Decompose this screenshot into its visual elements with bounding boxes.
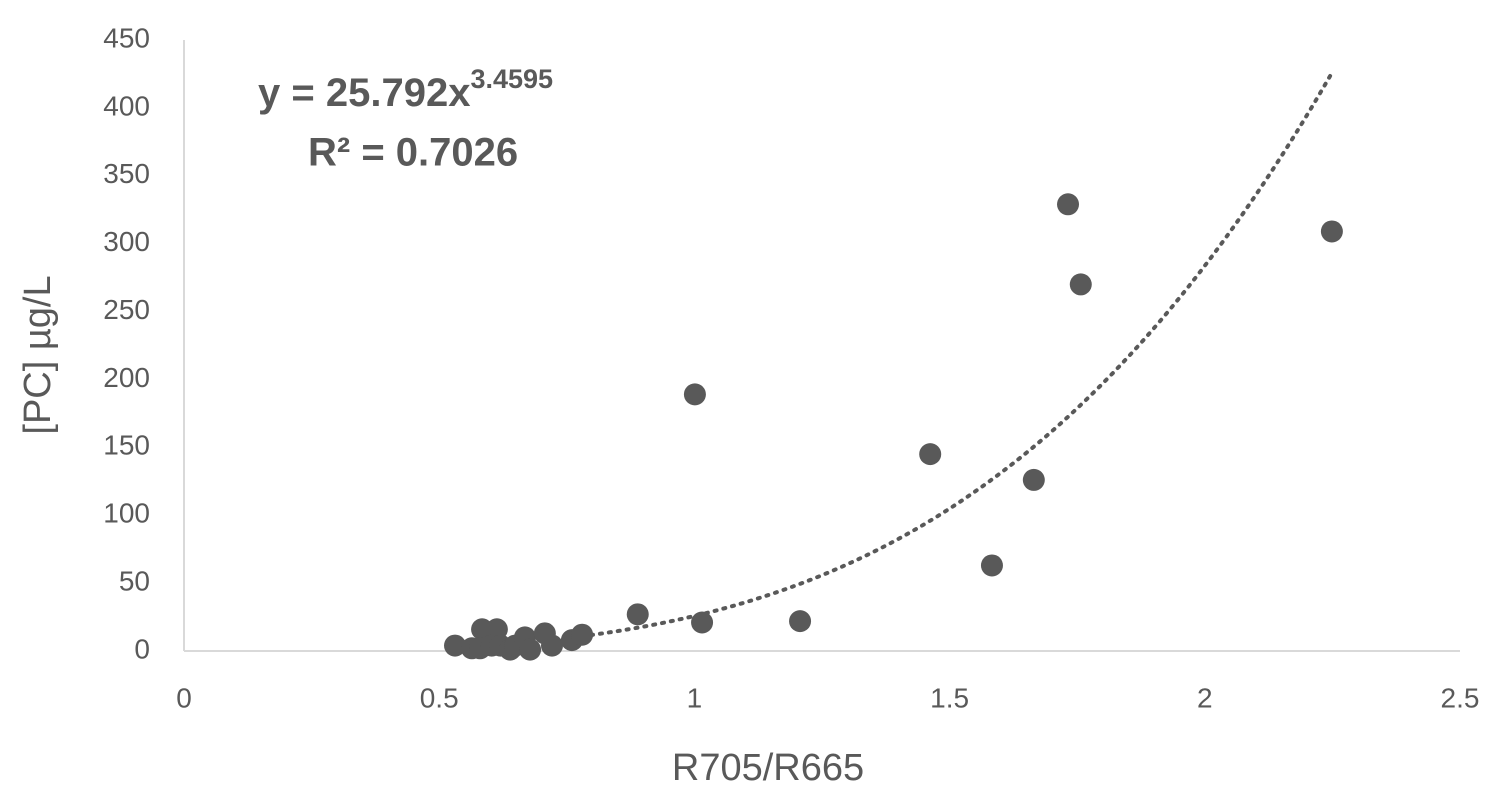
- y-tick-label: 150: [103, 430, 150, 461]
- x-tick-label: 1: [687, 682, 703, 713]
- point: [919, 443, 942, 466]
- point: [444, 634, 467, 657]
- point: [683, 383, 706, 406]
- x-tick-label: 0: [176, 682, 192, 713]
- x-tick-label: 2: [1197, 682, 1213, 713]
- point: [626, 603, 649, 626]
- x-tick-label: 1.5: [930, 682, 969, 713]
- point: [789, 610, 812, 633]
- point: [1057, 193, 1080, 216]
- point: [1320, 220, 1343, 243]
- y-tick-label: 50: [119, 566, 150, 597]
- x-tick-label: 2.5: [1441, 682, 1480, 713]
- equation-exponent: 3.4595: [470, 64, 553, 94]
- y-tick-label: 250: [103, 294, 150, 325]
- point: [571, 623, 594, 646]
- y-tick-label: 450: [103, 22, 150, 53]
- trendline: [580, 70, 1334, 639]
- y-tick-label: 300: [103, 226, 150, 257]
- y-axis-title: [PC] µg/L: [17, 275, 59, 434]
- y-tick-label: 100: [103, 498, 150, 529]
- equation-part: x: [448, 71, 470, 115]
- y-tick-label: 400: [103, 90, 150, 121]
- equation-part: y =: [258, 71, 326, 115]
- point: [980, 554, 1003, 577]
- point: [691, 611, 714, 634]
- y-tick-label: 350: [103, 158, 150, 189]
- point: [519, 638, 542, 661]
- equation-coefficient: 25.792: [326, 71, 448, 115]
- point: [1022, 468, 1045, 491]
- trendline-equation: y = 25.792x3.4595: [258, 64, 553, 114]
- point: [540, 634, 563, 657]
- x-tick-label: 0.5: [420, 682, 459, 713]
- x-axis-title: R705/R665: [672, 747, 864, 789]
- y-tick-label: 0: [134, 633, 150, 664]
- y-tick-label: 200: [103, 362, 150, 393]
- r-squared: R² = 0.7026: [308, 131, 518, 175]
- point: [1069, 273, 1092, 296]
